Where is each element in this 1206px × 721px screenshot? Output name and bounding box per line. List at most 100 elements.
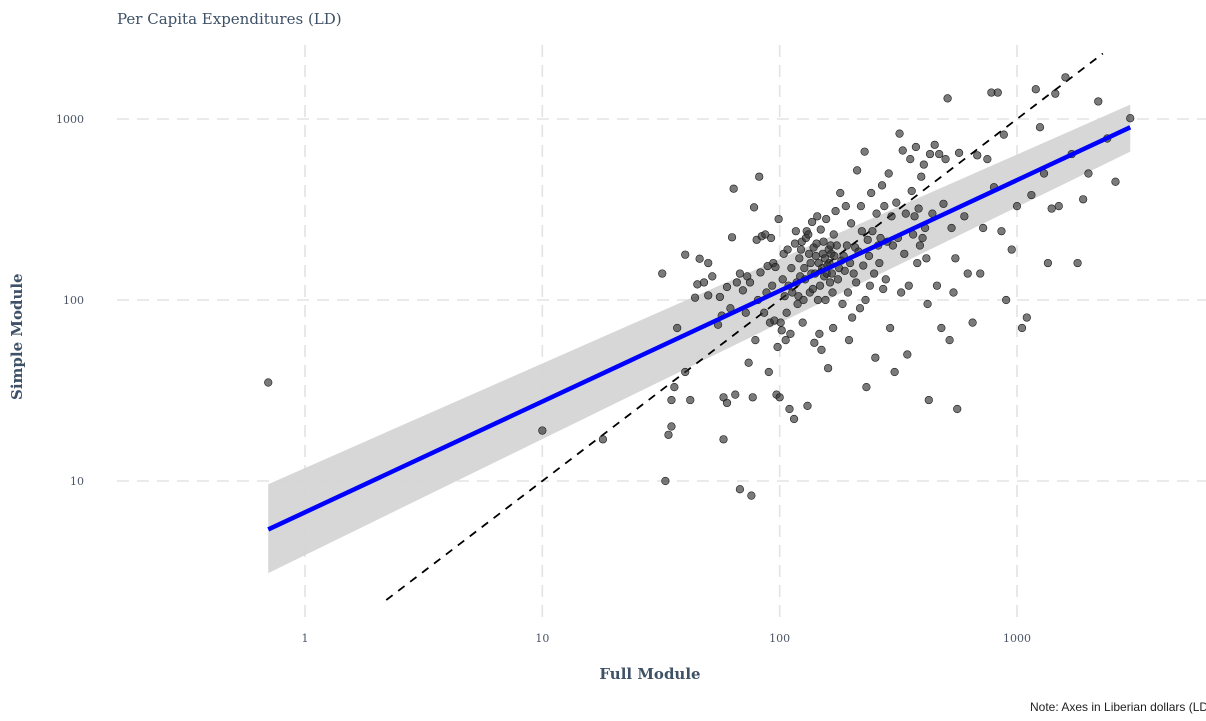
data-point (950, 289, 958, 297)
data-point (946, 336, 954, 344)
data-point (668, 396, 676, 404)
y-axis-ticks: 10 100 1000 (56, 113, 84, 488)
data-point (1112, 178, 1120, 186)
data-point (662, 477, 670, 485)
data-point (739, 287, 747, 295)
data-point (720, 435, 728, 443)
data-point (774, 343, 782, 351)
data-point (799, 319, 807, 327)
data-point (790, 415, 798, 423)
data-point (1062, 73, 1070, 81)
data-point (976, 270, 984, 278)
data-point (777, 319, 785, 327)
data-point (869, 227, 877, 235)
data-point (863, 383, 871, 391)
data-point (1044, 259, 1052, 267)
data-point (723, 399, 731, 407)
data-point (842, 202, 850, 210)
data-point (797, 246, 805, 254)
data-point (728, 234, 736, 242)
data-point (708, 273, 716, 281)
data-point (864, 236, 872, 244)
data-point (813, 213, 821, 221)
data-point (668, 423, 676, 431)
data-point (953, 405, 961, 413)
data-point (736, 270, 744, 278)
data-point (933, 282, 941, 290)
data-point (904, 351, 912, 359)
data-point (870, 270, 878, 278)
data-point (696, 255, 704, 263)
data-point (824, 364, 832, 372)
data-point (1126, 114, 1134, 122)
data-point (908, 187, 916, 195)
data-point (817, 226, 825, 234)
data-point (736, 485, 744, 493)
data-point (994, 89, 1002, 97)
data-point (998, 227, 1006, 235)
data-point (899, 147, 907, 155)
data-point (1013, 202, 1021, 210)
data-point (723, 283, 731, 291)
data-point (925, 396, 933, 404)
data-point (915, 205, 923, 213)
data-point (924, 300, 932, 308)
data-point (872, 354, 880, 362)
data-point (867, 189, 875, 197)
data-point (847, 220, 855, 228)
data-point (1048, 205, 1056, 213)
data-point (686, 396, 694, 404)
data-point (749, 394, 757, 402)
data-point (866, 282, 874, 290)
data-point (788, 264, 796, 272)
data-point (850, 270, 858, 278)
data-point (765, 368, 773, 376)
y-axis-label: Simple Module (8, 273, 26, 400)
data-point (940, 200, 948, 208)
confidence-band-area (268, 105, 1130, 573)
data-point (1000, 131, 1008, 139)
data-point (784, 246, 792, 254)
data-point (822, 215, 830, 223)
data-point (704, 292, 712, 300)
data-point (776, 394, 784, 402)
identity-line (386, 54, 1103, 600)
data-point (752, 336, 760, 344)
y-tick-label: 10 (70, 475, 84, 488)
x-tick-label: 1 (302, 632, 309, 645)
data-point (844, 289, 852, 297)
data-point (892, 199, 900, 207)
data-point (1018, 324, 1026, 332)
data-point (787, 330, 795, 338)
data-point (858, 227, 866, 235)
data-point (812, 252, 820, 260)
data-point (873, 210, 881, 218)
data-point (969, 319, 977, 327)
data-point (888, 213, 896, 221)
x-tick-label: 100 (769, 632, 790, 645)
data-point (913, 259, 921, 267)
data-point (955, 149, 963, 157)
data-point (905, 282, 913, 290)
data-point (931, 141, 939, 149)
data-point (778, 327, 786, 335)
data-point (984, 155, 992, 163)
data-point (665, 431, 673, 439)
data-point (923, 254, 931, 262)
data-point (814, 296, 822, 304)
y-tick-label: 100 (63, 294, 84, 307)
data-point (878, 182, 886, 190)
data-point (829, 289, 837, 297)
data-point (746, 279, 754, 287)
data-point (767, 234, 775, 242)
data-point (853, 167, 861, 175)
data-point (807, 259, 815, 267)
data-point (786, 405, 794, 413)
data-point (264, 379, 272, 387)
data-point (1002, 296, 1010, 304)
data-point (1094, 98, 1102, 106)
data-point (755, 173, 763, 181)
data-point (879, 285, 887, 293)
data-point (731, 391, 739, 399)
